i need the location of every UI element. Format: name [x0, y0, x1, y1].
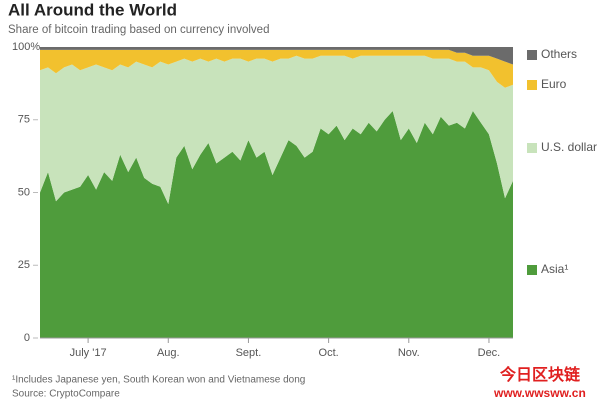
y-tick-label: 25: [18, 259, 30, 271]
area: [40, 55, 513, 205]
legend-label: U.S. dollar: [541, 140, 597, 154]
legend-swatch: [527, 265, 537, 275]
x-tick-label: Sept.: [236, 347, 262, 359]
x-tick-label: Oct.: [319, 347, 339, 359]
legend-swatch: [527, 80, 537, 90]
area: [40, 111, 513, 338]
y-tick-label: 0: [24, 332, 30, 344]
legend-label: Asia¹: [541, 262, 568, 276]
x-tick-label: Nov.: [398, 347, 420, 359]
legend-swatch: [527, 143, 537, 153]
watermark-url: www.wwsww.cn: [493, 386, 586, 400]
footnote: ¹Includes Japanese yen, South Korean won…: [12, 375, 305, 386]
x-tick-label: July '17: [70, 347, 107, 359]
chart-title: All Around the World: [8, 0, 177, 19]
legend-label: Euro: [541, 77, 567, 91]
legend-swatch: [527, 50, 537, 60]
legend-label: Others: [541, 47, 577, 61]
x-tick-label: Dec.: [478, 347, 501, 359]
y-tick-label: 75: [18, 114, 30, 126]
chart-subtitle: Share of bitcoin trading based on curren…: [8, 24, 269, 36]
x-tick-label: Aug.: [157, 347, 180, 359]
y-tick-label: 100%: [12, 41, 40, 53]
area: [40, 49, 513, 88]
y-tick-label: 50: [18, 186, 30, 198]
watermark: 今日区块链: [499, 365, 581, 384]
area: [40, 47, 513, 65]
source: Source: CryptoCompare: [12, 389, 120, 400]
